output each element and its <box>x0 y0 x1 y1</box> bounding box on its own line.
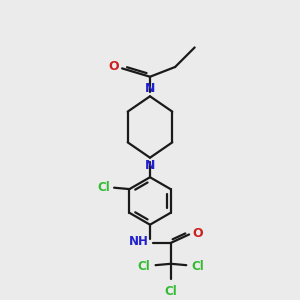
Text: O: O <box>192 226 203 240</box>
Text: Cl: Cl <box>165 285 177 298</box>
Text: Cl: Cl <box>192 260 205 273</box>
Text: N: N <box>145 82 155 95</box>
Text: Cl: Cl <box>137 260 150 273</box>
Text: NH: NH <box>129 235 148 248</box>
Text: N: N <box>145 158 155 172</box>
Text: Cl: Cl <box>97 181 110 194</box>
Text: O: O <box>108 61 119 74</box>
